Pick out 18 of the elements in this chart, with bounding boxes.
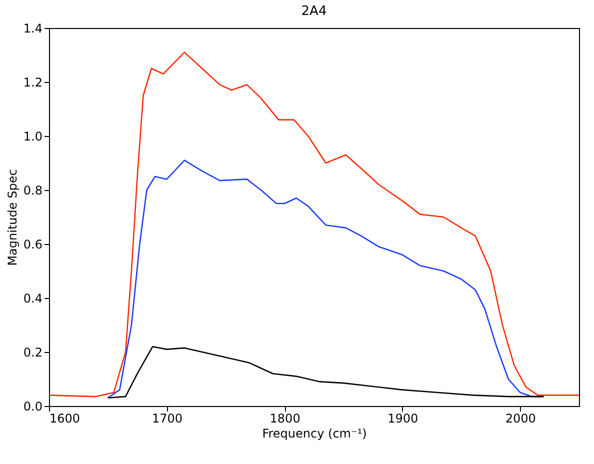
x-tick-label: 1800 <box>270 412 300 426</box>
y-tick-label: 0.2 <box>23 346 42 360</box>
y-axis-title: Magnitude Spec <box>5 169 20 266</box>
y-tick-label: 1.0 <box>23 130 42 144</box>
x-tick-label: 1900 <box>388 412 418 426</box>
y-tick-label: 0.6 <box>23 238 42 252</box>
x-axis-title: Frequency (cm⁻¹) <box>262 426 367 440</box>
y-tick-label: 1.2 <box>23 76 42 90</box>
x-tick-label: 2000 <box>505 412 536 426</box>
line-series <box>107 346 544 399</box>
y-tick-label: 0.0 <box>23 400 42 414</box>
y-tick-label: 1.4 <box>23 22 42 36</box>
chart-title: 2A4 <box>301 4 327 19</box>
x-tick-label: 1700 <box>152 412 183 426</box>
y-tick-label: 0.4 <box>23 292 42 306</box>
y-tick-label: 0.8 <box>23 184 42 198</box>
x-tick-label: 1600 <box>50 412 80 426</box>
line-series <box>48 52 580 398</box>
